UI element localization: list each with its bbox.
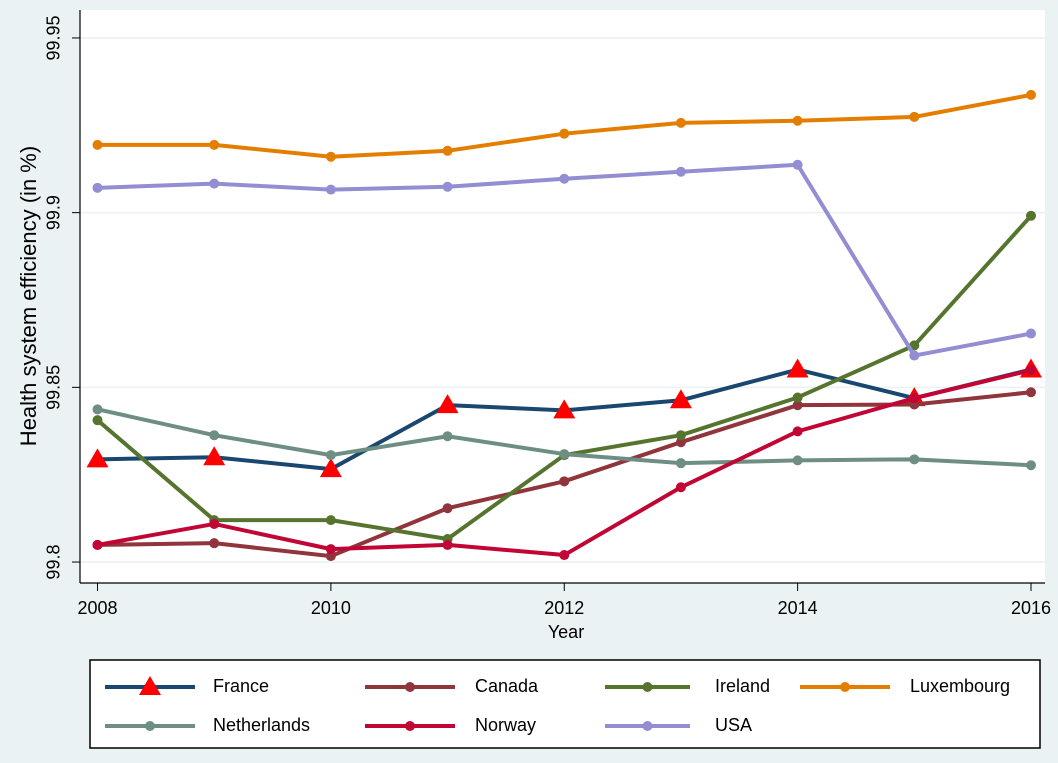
y-tick-label: 99.85 [44, 365, 64, 410]
legend-label: Canada [475, 676, 539, 696]
legend-label: USA [715, 715, 752, 735]
marker [559, 173, 570, 184]
marker [792, 426, 803, 437]
marker [792, 455, 803, 466]
marker [559, 449, 570, 460]
marker [92, 404, 103, 415]
marker [325, 544, 336, 555]
marker [909, 393, 920, 404]
marker [909, 111, 920, 122]
y-tick-label: 99.95 [44, 15, 64, 60]
legend-label: Luxembourg [910, 676, 1010, 696]
x-tick-label: 2016 [1011, 598, 1051, 618]
marker [325, 551, 336, 562]
marker [786, 358, 809, 378]
marker [1025, 387, 1036, 398]
marker [92, 539, 103, 550]
marker [1025, 365, 1036, 376]
marker [669, 389, 692, 409]
marker [442, 539, 453, 550]
marker [792, 392, 803, 403]
marker [1025, 460, 1036, 471]
y-axis-title: Health system efficiency (in %) [16, 146, 41, 446]
marker [203, 446, 226, 466]
marker [559, 550, 570, 561]
marker [675, 482, 686, 493]
x-tick-label: 2014 [778, 598, 818, 618]
marker [559, 476, 570, 487]
legend-marker [405, 721, 415, 731]
marker [675, 430, 686, 441]
legend-label: France [213, 676, 269, 696]
x-axis-title: Year [548, 622, 584, 642]
marker [1025, 89, 1036, 100]
legend-marker [840, 682, 850, 692]
marker [92, 415, 103, 426]
marker [86, 448, 109, 468]
marker [1025, 328, 1036, 339]
y-tick-label: 99.9 [44, 195, 64, 230]
y-tick-label: 99.8 [44, 545, 64, 580]
marker [209, 139, 220, 150]
marker [675, 458, 686, 469]
x-tick-label: 2010 [311, 598, 351, 618]
marker [559, 128, 570, 139]
legend-marker [405, 682, 415, 692]
marker [436, 394, 459, 414]
marker [325, 515, 336, 526]
marker [792, 400, 803, 411]
marker [442, 431, 453, 442]
legend-marker [139, 676, 161, 695]
marker [209, 178, 220, 189]
legend-marker [642, 721, 653, 731]
marker [442, 503, 453, 514]
marker [1025, 210, 1036, 221]
legend-marker [642, 682, 653, 692]
marker [442, 181, 453, 192]
marker [319, 458, 342, 478]
marker [209, 538, 220, 549]
marker [792, 115, 803, 126]
legend-marker [145, 721, 155, 731]
marker [675, 437, 686, 448]
marker [909, 454, 920, 465]
legend-label: Netherlands [213, 715, 310, 735]
plot-area [80, 10, 1045, 583]
x-tick-label: 2012 [544, 598, 584, 618]
marker [209, 430, 220, 441]
legend-label: Norway [475, 715, 536, 735]
marker [675, 166, 686, 177]
x-tick-label: 2008 [77, 598, 117, 618]
marker [553, 399, 576, 419]
marker [909, 350, 920, 361]
marker [209, 518, 220, 529]
marker [92, 139, 103, 150]
marker [325, 450, 336, 461]
legend [89, 659, 1041, 749]
marker [442, 145, 453, 156]
marker [675, 117, 686, 128]
marker [92, 182, 103, 193]
marker [325, 151, 336, 162]
marker [792, 159, 803, 170]
marker [325, 184, 336, 195]
legend-label: Ireland [715, 676, 770, 696]
